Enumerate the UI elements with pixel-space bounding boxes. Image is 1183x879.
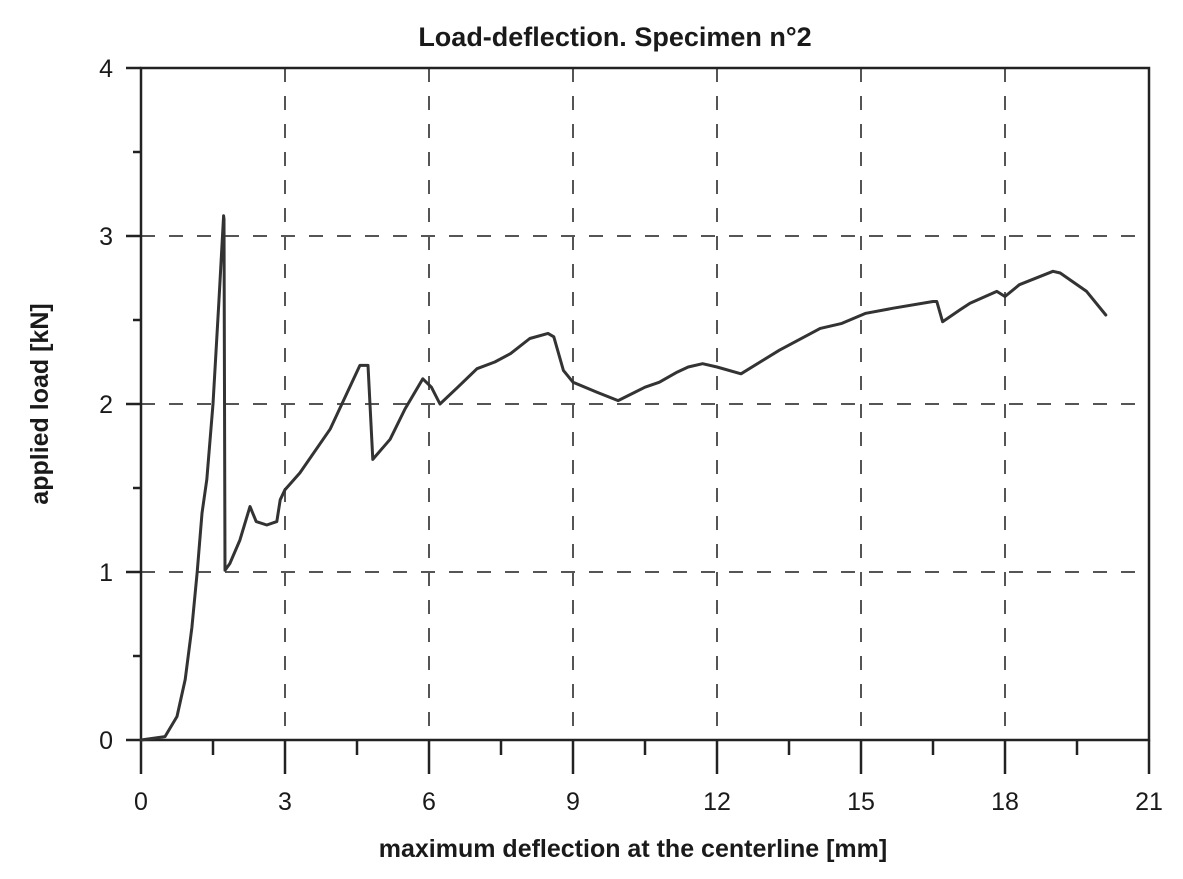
grid-lines xyxy=(141,68,1149,740)
load-deflection-curve xyxy=(139,214,1108,742)
x-tick-label: 18 xyxy=(991,788,1019,816)
y-tick-label: 3 xyxy=(99,223,113,251)
x-tick-label: 21 xyxy=(1135,788,1163,816)
chart-title: Load-deflection. Specimen n°2 xyxy=(418,22,811,52)
y-tick-label: 1 xyxy=(99,559,113,587)
x-tick-label: 15 xyxy=(847,788,875,816)
x-tick-label: 12 xyxy=(703,788,731,816)
y-tick-label: 2 xyxy=(99,391,113,419)
x-tick-label: 6 xyxy=(422,788,436,816)
x-tick-label: 9 xyxy=(566,788,580,816)
x-tick-label: 3 xyxy=(278,788,292,816)
y-tick-labels: 0 1 2 3 4 xyxy=(99,55,113,755)
x-tick-label: 0 xyxy=(134,788,148,816)
y-axis-label: applied load [kN] xyxy=(26,303,54,504)
x-axis-label: maximum deflection at the centerline [mm… xyxy=(379,835,887,863)
y-tick-label: 4 xyxy=(99,55,113,83)
axis-ticks xyxy=(126,66,1151,774)
x-tick-labels: 0 3 6 9 12 15 18 21 xyxy=(134,788,1163,816)
y-tick-label: 0 xyxy=(99,727,113,755)
